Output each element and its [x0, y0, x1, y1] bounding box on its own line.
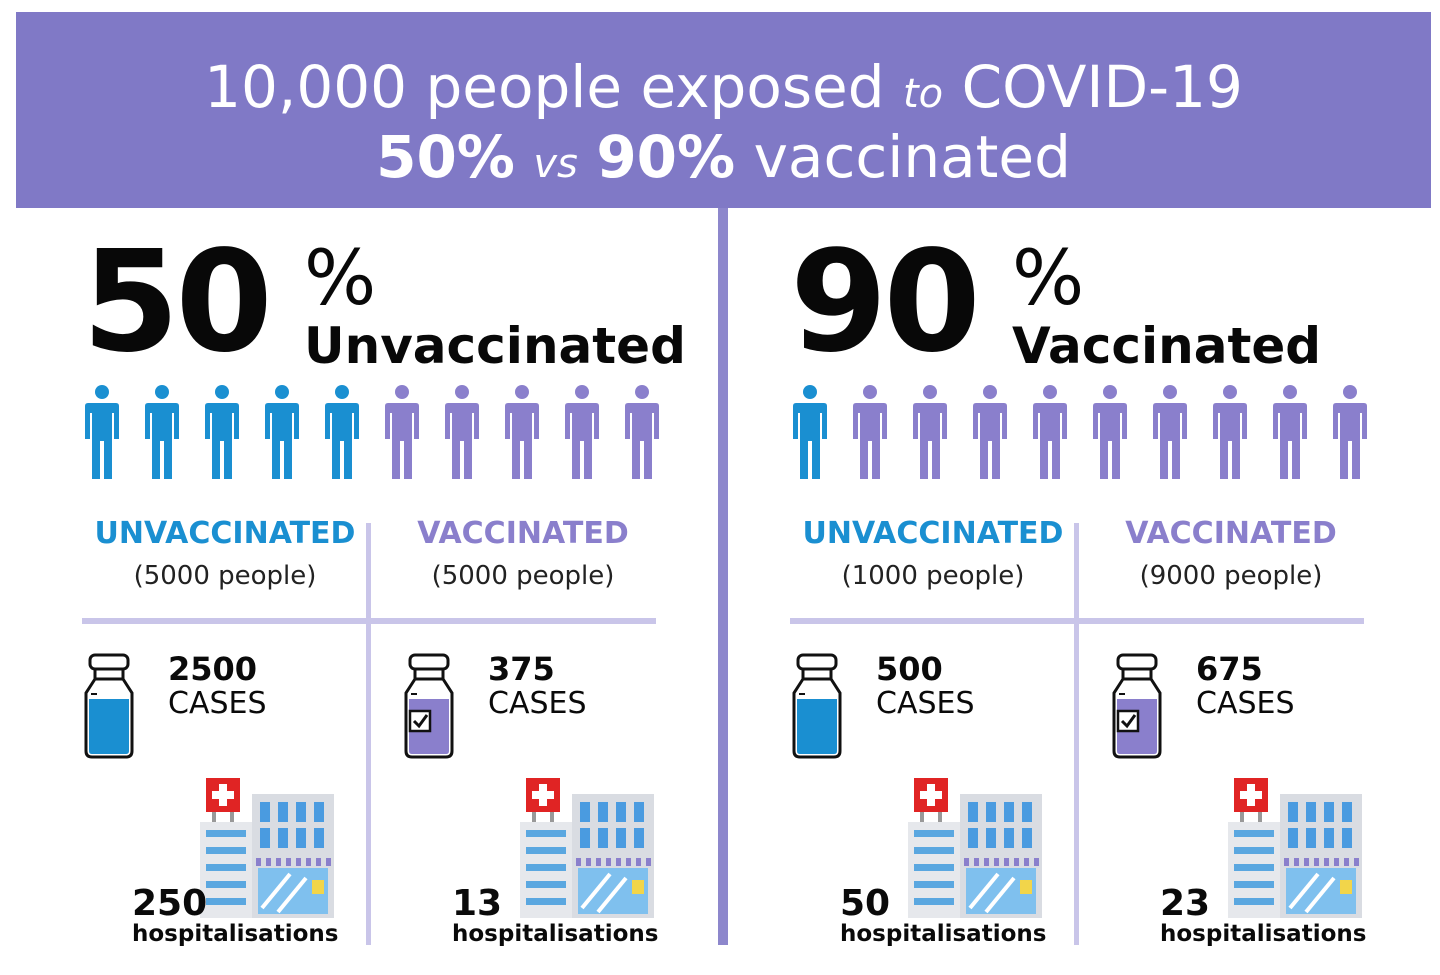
vaccinated-person-icon	[910, 383, 950, 483]
hospitalisations-number: 13	[452, 883, 503, 924]
scenario-panel-50: 50 % Unvaccinated UNVACCINATED (5000 peo…	[82, 208, 782, 968]
cases-label: CASES	[488, 686, 587, 721]
hospitalisations-number: 250	[132, 883, 208, 924]
hospitalisations-number: 50	[840, 883, 891, 924]
hospitalisations-label: hospitalisations	[452, 921, 659, 947]
vaccinated-person-icon	[502, 383, 542, 483]
header-line-2: 50% vs 90% vaccinated	[16, 124, 1431, 197]
row-separator	[82, 618, 656, 624]
unvaccinated-person-icon	[262, 383, 302, 483]
group-title-vaccinated: VACCINATED	[417, 516, 629, 551]
vaccinated-person-icon	[382, 383, 422, 483]
header-banner: 10,000 people exposed to COVID-19 50% vs…	[16, 12, 1431, 208]
vaccinated-person-icon	[850, 383, 890, 483]
big-number: 90	[790, 221, 981, 384]
hospital-icon	[1228, 778, 1366, 918]
group-title-unvaccinated: UNVACCINATED	[802, 516, 1064, 551]
header-90-text: 90%	[596, 123, 736, 191]
vaccinated-person-icon	[1210, 383, 1250, 483]
vaccinated-person-icon	[1330, 383, 1370, 483]
vaccinated-person-icon	[1150, 383, 1190, 483]
cases-label: CASES	[168, 686, 267, 721]
unvaccinated-person-icon	[142, 383, 182, 483]
cases-label: CASES	[1196, 686, 1295, 721]
column-separator	[1074, 523, 1079, 945]
group-title-vaccinated: VACCINATED	[1125, 516, 1337, 551]
hospitalisations-label: hospitalisations	[132, 921, 339, 947]
hospitalisations-number: 23	[1160, 883, 1211, 924]
header-exposed-text: 10,000 people exposed	[204, 53, 885, 121]
group-subtitle: (5000 people)	[133, 561, 317, 591]
row-separator	[790, 618, 1364, 624]
scenario-label: Vaccinated	[1012, 317, 1322, 375]
people-row	[790, 383, 1370, 483]
group-subtitle: (5000 people)	[431, 561, 615, 591]
group-title-unvaccinated: UNVACCINATED	[94, 516, 356, 551]
empty-vial-icon	[790, 653, 844, 761]
vaccinated-person-icon	[1090, 383, 1130, 483]
cases-label: CASES	[876, 686, 975, 721]
hospitalisations-label: hospitalisations	[840, 921, 1047, 947]
scenario-panel-90: 90 % Vaccinated UNVACCINATED (1000 peopl…	[790, 208, 1440, 968]
unvaccinated-person-icon	[322, 383, 362, 483]
percent-sign: %	[304, 233, 377, 322]
cases-number: 2500	[168, 650, 258, 688]
vaccinated-person-icon	[622, 383, 662, 483]
hospital-icon	[200, 778, 338, 918]
cases-number: 375	[488, 650, 555, 688]
header-vaccinated-text: vaccinated	[753, 123, 1071, 191]
hospitalisations-label: hospitalisations	[1160, 921, 1367, 947]
big-number: 50	[82, 221, 273, 384]
scenario-label: Unvaccinated	[304, 317, 686, 375]
checked-vial-icon	[1110, 653, 1164, 761]
vaccinated-person-icon	[1030, 383, 1070, 483]
checked-vial-icon	[402, 653, 456, 761]
people-row	[82, 383, 662, 483]
header-covid-text: COVID-19	[961, 53, 1243, 121]
header-line-1: 10,000 people exposed to COVID-19	[16, 54, 1431, 127]
empty-vial-icon	[82, 653, 136, 761]
unvaccinated-person-icon	[790, 383, 830, 483]
cases-number: 500	[876, 650, 943, 688]
column-separator	[366, 523, 371, 945]
percent-sign: %	[1012, 233, 1085, 322]
vaccinated-person-icon	[442, 383, 482, 483]
group-subtitle: (1000 people)	[841, 561, 1025, 591]
header-50-text: 50%	[376, 123, 515, 191]
vaccinated-person-icon	[1270, 383, 1310, 483]
unvaccinated-person-icon	[202, 383, 242, 483]
center-divider	[718, 208, 728, 945]
hospital-icon	[520, 778, 658, 918]
vaccinated-person-icon	[970, 383, 1010, 483]
group-subtitle: (9000 people)	[1139, 561, 1323, 591]
vaccinated-person-icon	[562, 383, 602, 483]
header-to-text: to	[902, 71, 944, 117]
header-vs-text: vs	[533, 141, 578, 187]
unvaccinated-person-icon	[82, 383, 122, 483]
hospital-icon	[908, 778, 1046, 918]
cases-number: 675	[1196, 650, 1263, 688]
